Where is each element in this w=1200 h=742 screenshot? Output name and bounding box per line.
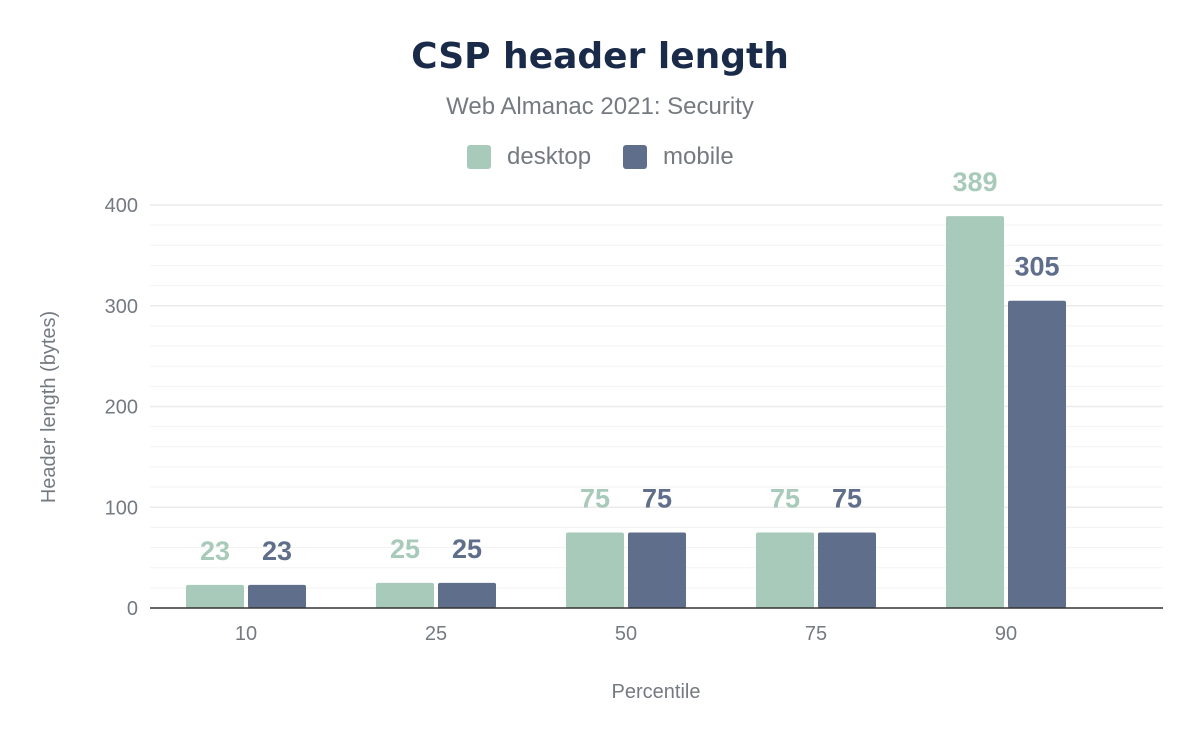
chart-title: CSP header length xyxy=(411,36,789,77)
data-label-desktop-10: 23 xyxy=(200,536,230,566)
legend-swatch-desktop xyxy=(467,145,491,169)
data-label-desktop-75: 75 xyxy=(770,483,800,513)
bar-mobile-25 xyxy=(438,582,496,608)
data-label-desktop-90: 389 xyxy=(952,167,997,197)
data-label-desktop-25: 25 xyxy=(390,534,420,564)
bar-mobile-75 xyxy=(818,532,876,608)
x-tick-label: 25 xyxy=(425,623,447,645)
legend-label-desktop: desktop xyxy=(507,143,591,170)
data-label-mobile-90: 305 xyxy=(1014,252,1059,282)
data-label-desktop-50: 75 xyxy=(580,483,610,513)
data-label-mobile-25: 25 xyxy=(452,534,482,564)
x-tick-label: 90 xyxy=(995,623,1017,645)
x-axis-label: Percentile xyxy=(612,681,701,703)
bar-mobile-50 xyxy=(628,532,686,608)
y-tick-label: 100 xyxy=(105,497,138,519)
x-tick-label: 50 xyxy=(615,623,637,645)
legend: desktop mobile xyxy=(467,143,734,170)
data-label-mobile-10: 23 xyxy=(262,536,292,566)
y-tick-label: 300 xyxy=(105,296,138,318)
x-tick-label: 75 xyxy=(805,623,827,645)
bar-desktop-50 xyxy=(566,532,624,608)
y-tick-label: 400 xyxy=(105,195,138,217)
y-tick-label: 200 xyxy=(105,397,138,419)
data-label-mobile-50: 75 xyxy=(642,483,672,513)
y-tick-label: 0 xyxy=(127,598,138,620)
x-tick-label: 10 xyxy=(235,623,257,645)
bar-mobile-90 xyxy=(1008,300,1066,608)
chart-subtitle: Web Almanac 2021: Security xyxy=(446,93,754,120)
bar-desktop-75 xyxy=(756,532,814,608)
legend-label-mobile: mobile xyxy=(663,143,734,170)
legend-swatch-mobile xyxy=(623,145,647,169)
bar-mobile-10 xyxy=(248,584,306,608)
bar-desktop-90 xyxy=(946,216,1004,608)
y-axis-label: Header length (bytes) xyxy=(38,311,60,503)
bars: 10 23 23 25 25 25 50 75 75 75 75 75 90 389 305 xyxy=(186,167,1066,645)
bar-desktop-25 xyxy=(376,582,434,608)
bar-desktop-10 xyxy=(186,584,244,608)
data-label-mobile-75: 75 xyxy=(832,483,862,513)
